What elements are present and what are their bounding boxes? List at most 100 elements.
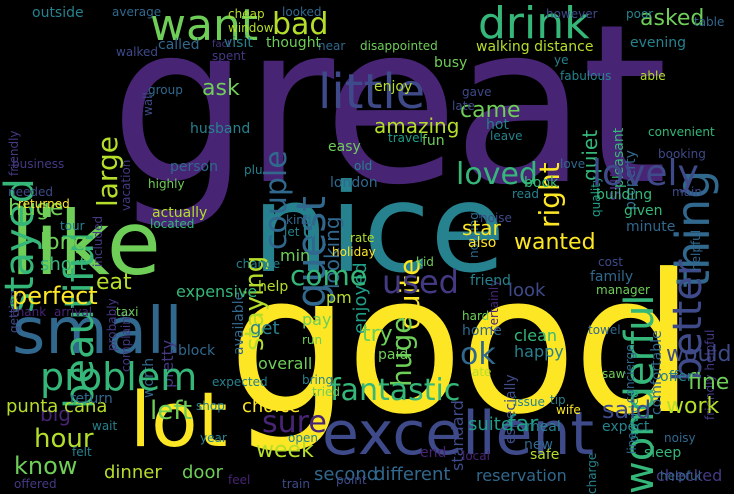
word-near: near xyxy=(318,39,346,53)
word-bad: bad xyxy=(272,7,329,42)
word-fine: fine xyxy=(688,370,730,395)
word-walked: walked xyxy=(116,45,159,59)
word-actually: actually xyxy=(152,205,208,221)
word-open: open xyxy=(288,431,318,445)
word-came: came xyxy=(460,98,521,123)
word-london: london xyxy=(330,175,378,191)
word-available: available xyxy=(231,291,247,355)
word-want: want xyxy=(150,0,259,51)
word-star: star xyxy=(462,216,501,240)
word-fun: fun xyxy=(422,133,445,149)
word-wife: wife xyxy=(556,403,581,417)
word-sleep: sleep xyxy=(644,445,682,461)
word-group: group xyxy=(148,83,183,97)
word-hour: hour xyxy=(34,424,94,454)
word-minute: minute xyxy=(626,219,676,235)
word-table: table xyxy=(694,15,725,29)
word-late: late xyxy=(452,99,475,113)
word-dinner: dinner xyxy=(104,462,162,483)
word-highly: highly xyxy=(148,177,185,191)
word-ate: ate xyxy=(472,365,492,379)
word-fabulous: fabulous xyxy=(560,69,612,83)
word-enjoy: enjoy xyxy=(374,79,413,95)
word-large: large xyxy=(91,136,124,207)
word-know: know xyxy=(14,452,78,480)
word-outside: outside xyxy=(32,5,84,21)
word-far: far xyxy=(508,412,539,437)
word-year: year xyxy=(200,431,227,445)
word-arrival: arrival xyxy=(54,305,93,319)
word-block: block xyxy=(178,343,216,359)
word-said: said xyxy=(602,396,652,424)
word-returned: returned xyxy=(18,197,70,211)
word-cheap: cheap xyxy=(228,7,265,21)
word-run: run xyxy=(302,333,323,347)
word-hard: hard xyxy=(462,309,490,323)
word-book: book xyxy=(524,175,559,191)
word-look: look xyxy=(508,280,546,301)
word-ok: ok xyxy=(460,337,496,372)
word-visit: visit xyxy=(224,35,253,51)
word-right: right xyxy=(533,162,566,228)
word-clean: clean xyxy=(514,326,558,345)
word-eat: eat xyxy=(96,270,132,295)
word-vacation: vacation xyxy=(119,159,133,211)
word-choice: choice xyxy=(242,396,301,417)
word-friend: friend xyxy=(470,273,511,289)
word-needed: needed xyxy=(8,185,53,199)
word-noisy: noisy xyxy=(664,431,696,445)
word-average: average xyxy=(112,5,162,19)
word-expect: expect xyxy=(602,419,650,435)
word-like: like xyxy=(10,192,161,295)
word-left: left xyxy=(150,396,193,426)
word-old: old xyxy=(354,159,373,173)
word-holiday: holiday xyxy=(332,245,376,259)
word-nice: nice xyxy=(252,158,506,300)
word-min: min xyxy=(280,246,311,265)
word-reservation: reservation xyxy=(476,466,567,485)
word-short: short xyxy=(40,254,87,275)
word-walking-distance: walking distance xyxy=(476,39,594,55)
word-little: little xyxy=(318,64,426,120)
word-fantastic: fantastic xyxy=(330,373,461,408)
word-leave: leave xyxy=(490,129,523,143)
word-expensive: expensive xyxy=(176,282,258,301)
word-home: home xyxy=(462,323,502,339)
word-rate: rate xyxy=(350,231,375,245)
word-second: second xyxy=(314,464,379,485)
word-helpful-v: helpful xyxy=(689,229,703,271)
word-busy: busy xyxy=(434,55,468,71)
word-ask: ask xyxy=(202,76,240,101)
word-spent: spent xyxy=(212,49,246,63)
word-called: called xyxy=(158,37,200,53)
word-included: included xyxy=(91,215,105,267)
word-plu: plu xyxy=(244,163,263,177)
word-bring: bring xyxy=(302,373,334,387)
word-looked: looked xyxy=(282,5,322,19)
word-u: u xyxy=(302,218,316,243)
word-end: end xyxy=(420,445,447,461)
word-thank: thank xyxy=(12,305,47,319)
word-ye: ye xyxy=(554,53,569,67)
word-point: point xyxy=(336,473,367,487)
word-huge: huge xyxy=(8,196,64,221)
word-family: family xyxy=(590,269,634,285)
word-tip: tip xyxy=(550,393,566,407)
word-given: given xyxy=(624,203,663,219)
word-line: line xyxy=(625,432,639,454)
word-window: window xyxy=(228,21,274,35)
word-however: however xyxy=(546,7,598,21)
word-would: would xyxy=(666,342,732,367)
word-person: person xyxy=(170,159,218,175)
word-sure-h: sure xyxy=(262,405,327,440)
word-long: long xyxy=(40,230,88,255)
word-good: good xyxy=(228,234,695,457)
word-helpful: helpful xyxy=(660,469,702,483)
word-paid: paid xyxy=(378,347,409,363)
word-week: week xyxy=(256,438,314,463)
word-happy: happy xyxy=(514,342,564,361)
word-building: building xyxy=(596,187,653,203)
word-used: used xyxy=(382,263,459,301)
word-let: let xyxy=(284,225,300,239)
word-punta-cana: punta cana xyxy=(6,396,108,417)
